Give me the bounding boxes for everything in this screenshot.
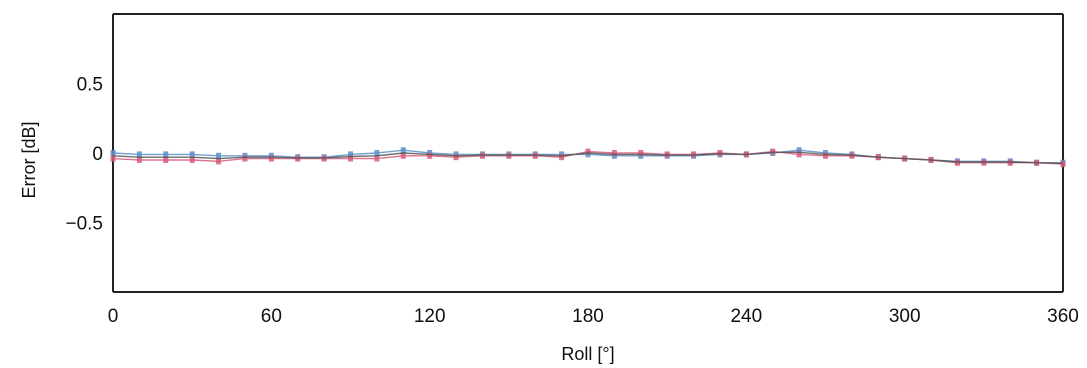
x-tick-label: 180 — [572, 306, 604, 327]
series-2-point — [796, 151, 802, 158]
series-2-point — [559, 154, 565, 161]
series-1-point — [216, 152, 222, 159]
series-1-point — [348, 151, 353, 158]
x-tick-label: 360 — [1047, 306, 1079, 327]
y-tick-label: 0 — [92, 144, 103, 165]
series-2-point — [400, 152, 406, 159]
series-1-point — [163, 151, 169, 158]
series-2-point — [163, 156, 169, 163]
series-2-point — [1007, 159, 1013, 166]
series-2-point — [1060, 161, 1066, 168]
x-tick-label: 60 — [261, 306, 282, 327]
series-2-point — [136, 156, 142, 163]
series-2-point — [110, 155, 116, 162]
series-2-point — [611, 150, 617, 156]
series-2-point — [374, 155, 380, 162]
series-2-point — [427, 152, 433, 159]
series-2-point — [585, 148, 591, 155]
series-1-point — [400, 147, 406, 154]
series-layer — [110, 147, 1066, 168]
series-1-point — [374, 150, 380, 156]
x-tick-label: 120 — [414, 306, 446, 327]
series-2-point — [664, 151, 670, 158]
series-2-point — [638, 150, 644, 156]
x-tick-label: 240 — [730, 306, 762, 327]
series-1-point — [796, 147, 802, 154]
series-2-point — [981, 159, 987, 166]
x-axis-label: Roll [°] — [561, 344, 614, 364]
y-axis-ticks: 0.5 0 −0.5 — [65, 75, 103, 235]
series-2-point — [189, 156, 195, 163]
x-axis-ticks: 0 60 120 180 240 300 360 — [108, 306, 1079, 327]
series-2-point — [717, 150, 723, 156]
series-2-point — [242, 155, 248, 162]
x-tick-label: 0 — [108, 306, 119, 327]
series-2-point — [453, 154, 459, 161]
y-tick-label: 0.5 — [77, 75, 103, 96]
y-tick-label: −0.5 — [65, 214, 103, 235]
series-1-point — [136, 151, 142, 158]
series-2-point — [348, 155, 353, 162]
series-2-point — [954, 159, 960, 166]
series-1-point — [189, 151, 195, 158]
x-tick-label: 300 — [889, 306, 921, 327]
series-2-point — [216, 158, 222, 165]
y-axis-label: Error [dB] — [19, 121, 39, 198]
series-2-point — [691, 151, 697, 158]
series-2-point — [268, 155, 274, 162]
series-2-point — [823, 152, 828, 159]
series-line-3 — [112, 151, 1064, 165]
series-1-point — [110, 150, 116, 156]
